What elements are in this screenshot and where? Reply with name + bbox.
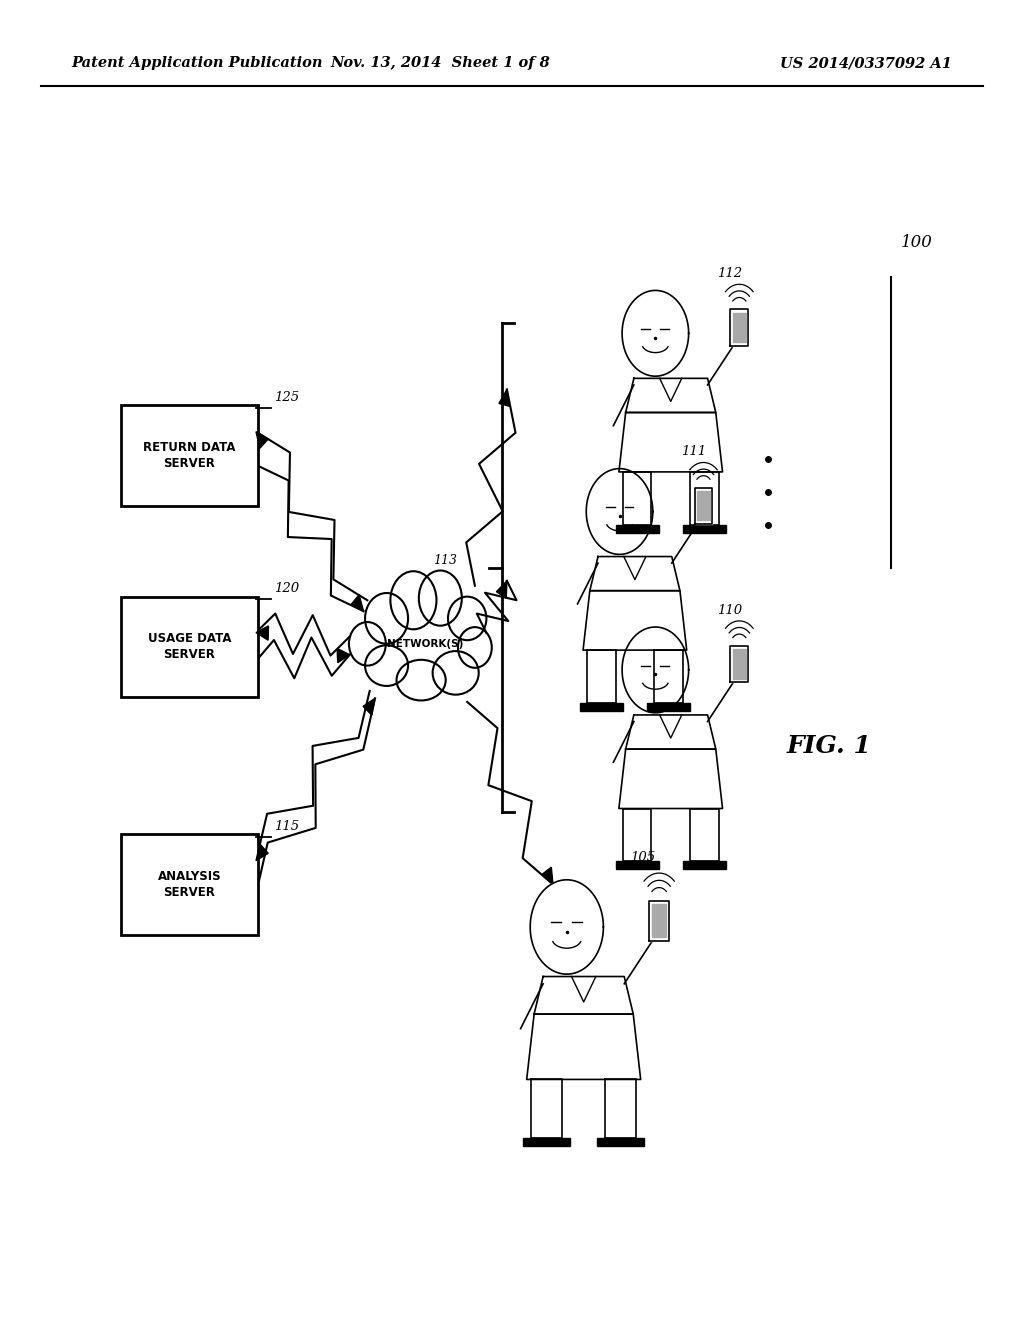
Text: RETURN DATA
SERVER: RETURN DATA SERVER (143, 441, 236, 470)
Text: FIG. 1: FIG. 1 (787, 734, 871, 758)
Polygon shape (697, 491, 710, 520)
Polygon shape (690, 473, 719, 525)
Polygon shape (694, 487, 713, 524)
Text: 100: 100 (901, 234, 933, 251)
Polygon shape (583, 590, 687, 649)
Polygon shape (523, 1138, 570, 1146)
Polygon shape (530, 1080, 562, 1138)
FancyBboxPatch shape (121, 405, 258, 506)
Polygon shape (733, 649, 745, 678)
Polygon shape (605, 1080, 637, 1138)
Text: 113: 113 (432, 554, 457, 568)
Polygon shape (499, 389, 510, 407)
Text: 105: 105 (630, 850, 655, 863)
Text: 111: 111 (681, 445, 707, 458)
Polygon shape (256, 432, 268, 449)
Polygon shape (542, 867, 553, 884)
Polygon shape (256, 626, 268, 640)
Polygon shape (733, 313, 745, 342)
Text: USAGE DATA
SERVER: USAGE DATA SERVER (147, 632, 231, 661)
Polygon shape (497, 581, 507, 598)
Polygon shape (623, 290, 688, 376)
Polygon shape (626, 379, 716, 412)
Polygon shape (730, 309, 749, 346)
Polygon shape (580, 702, 623, 710)
Polygon shape (626, 715, 716, 750)
Polygon shape (615, 862, 658, 870)
Text: 115: 115 (274, 820, 300, 833)
Polygon shape (649, 900, 669, 941)
Polygon shape (647, 702, 690, 710)
Polygon shape (683, 525, 726, 533)
Text: Patent Application Publication: Patent Application Publication (72, 57, 324, 70)
Text: 112: 112 (717, 267, 742, 280)
Text: NETWORK(S): NETWORK(S) (387, 639, 463, 649)
FancyBboxPatch shape (121, 834, 258, 935)
Polygon shape (587, 469, 653, 554)
Polygon shape (618, 412, 723, 473)
Text: 120: 120 (274, 582, 300, 595)
Polygon shape (256, 843, 268, 861)
Polygon shape (615, 525, 658, 533)
Polygon shape (730, 645, 749, 682)
Text: US 2014/0337092 A1: US 2014/0337092 A1 (780, 57, 952, 70)
Text: ANALYSIS
SERVER: ANALYSIS SERVER (158, 870, 221, 899)
Polygon shape (652, 904, 666, 937)
Polygon shape (623, 627, 688, 713)
Polygon shape (337, 648, 349, 663)
FancyBboxPatch shape (121, 597, 258, 697)
Polygon shape (590, 557, 680, 590)
Polygon shape (654, 649, 683, 702)
Polygon shape (530, 880, 603, 974)
Text: 125: 125 (274, 391, 300, 404)
Polygon shape (683, 862, 726, 870)
Polygon shape (535, 977, 633, 1014)
Polygon shape (623, 473, 651, 525)
Polygon shape (351, 595, 364, 611)
Polygon shape (618, 750, 723, 808)
Polygon shape (623, 808, 651, 862)
Text: Nov. 13, 2014  Sheet 1 of 8: Nov. 13, 2014 Sheet 1 of 8 (331, 57, 550, 70)
Polygon shape (364, 698, 375, 715)
Text: 110: 110 (717, 603, 742, 616)
Polygon shape (690, 808, 719, 862)
Polygon shape (587, 649, 615, 702)
Polygon shape (597, 1138, 644, 1146)
Polygon shape (526, 1014, 641, 1080)
